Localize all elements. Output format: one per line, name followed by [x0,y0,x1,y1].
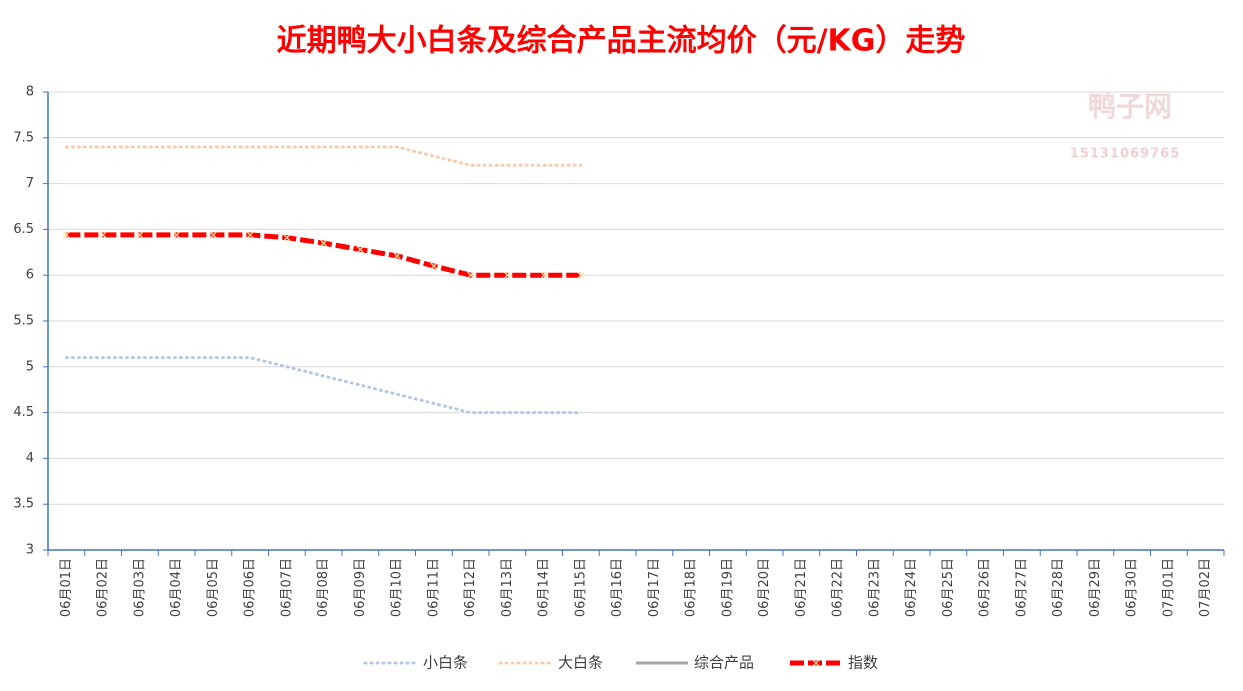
x-tick-label: 06月19日 [720,558,735,617]
point-marker [356,246,364,253]
x-tick-label: 07月01日 [1161,558,1176,617]
y-tick-label: 3.5 [13,497,34,512]
point-marker [246,231,254,239]
y-tick-label: 4.5 [13,405,34,420]
x-tick-label: 06月09日 [353,558,368,617]
x-tick-label: 06月11日 [426,558,441,617]
x-tick-label: 07月02日 [1198,558,1213,617]
legend-label: 指数 [848,654,878,672]
series-line [64,145,583,167]
x-tick-label: 06月25日 [941,558,956,617]
point-marker [283,234,291,242]
x-tick-label: 06月28日 [1051,558,1066,617]
legend-marker [812,659,820,667]
y-tick-label: 3 [26,543,34,558]
legend-label: 小白条 [423,654,468,672]
x-tick-label: 06月03日 [132,558,147,617]
y-tick-label: 4 [26,451,34,466]
y-tick-label: 6.5 [13,222,34,237]
x-tick-label: 06月08日 [316,558,331,617]
point-marker [209,231,217,239]
point-marker [503,271,511,279]
watermark: 15131069765 [1070,147,1181,162]
y-tick-label: 7 [26,176,34,191]
x-tick-label: 06月17日 [647,558,662,617]
legend-label: 综合产品 [694,654,754,672]
y-tick-label: 7.5 [13,130,34,145]
point-marker [62,231,70,239]
x-tick-label: 06月30日 [1125,558,1140,617]
x-tick-label: 06月21日 [794,558,809,617]
x-tick-label: 06月01日 [59,558,74,617]
x-tick-label: 06月13日 [500,558,515,617]
point-marker [467,271,475,279]
x-tick-label: 06月16日 [610,558,625,617]
x-tick-label: 06月24日 [904,558,919,617]
y-tick-label: 5.5 [13,314,34,329]
x-tick-label: 06月23日 [867,558,882,617]
x-tick-label: 06月12日 [463,558,478,617]
x-tick-label: 06月20日 [757,558,772,617]
x-tick-label: 06月18日 [684,558,699,617]
x-tick-label: 06月15日 [573,558,588,617]
y-tick-label: 8 [26,85,34,100]
x-tick-label: 06月05日 [206,558,221,617]
x-tick-label: 06月22日 [831,558,846,617]
point-marker [173,231,181,239]
y-tick-label: 5 [26,359,34,374]
watermark: 鸭子网 [1088,90,1172,123]
legend-label: 大白条 [558,654,603,672]
x-tick-label: 06月07日 [279,558,294,617]
x-tick-label: 06月29日 [1088,558,1103,617]
x-tick-label: 06月26日 [978,558,993,617]
x-tick-label: 06月10日 [390,558,405,617]
y-tick-label: 6 [26,268,34,283]
point-marker [577,271,585,279]
chart-title: 近期鸭大小白条及综合产品主流均价（元/KG）走势 [277,24,966,59]
x-tick-label: 06月06日 [243,558,258,617]
series-line [64,356,583,415]
x-tick-label: 06月14日 [537,558,552,617]
point-marker [393,252,401,260]
x-tick-label: 06月02日 [96,558,111,617]
point-marker [430,262,438,270]
point-marker [99,231,107,239]
x-tick-label: 06月04日 [169,558,184,617]
x-tick-label: 06月27日 [1014,558,1029,617]
point-marker [320,239,328,247]
point-marker [540,271,548,279]
point-marker [136,231,144,239]
